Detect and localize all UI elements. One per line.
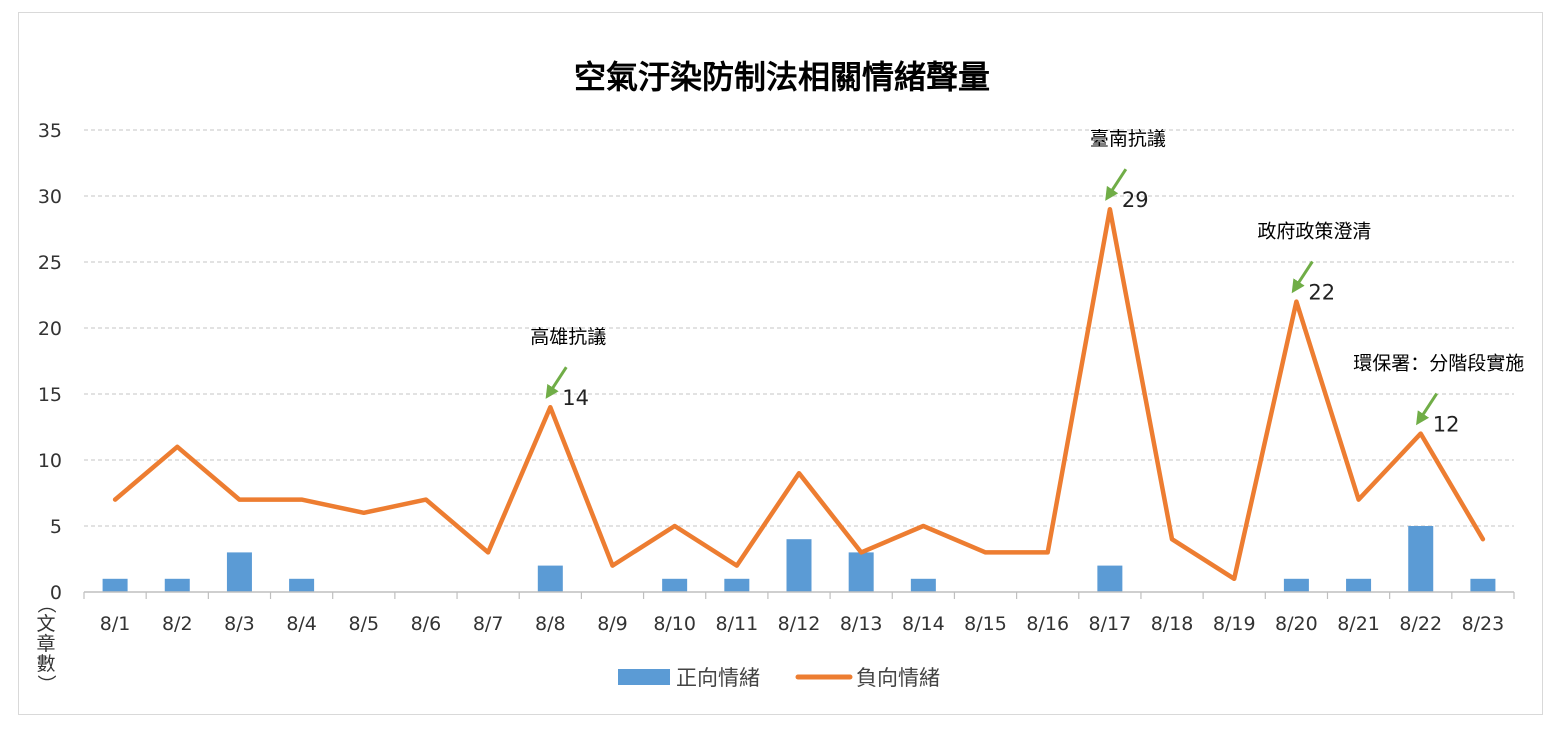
x-tick-label: 8/18 [1151, 613, 1194, 635]
x-tick-label: 8/3 [224, 613, 255, 635]
data-label: 29 [1122, 188, 1149, 212]
bar-positive [910, 578, 936, 592]
x-tick-label: 8/19 [1213, 613, 1256, 635]
legend-swatch-positive [618, 669, 670, 685]
annotation-arrow [1105, 168, 1128, 201]
annotation-arrow [1291, 260, 1314, 294]
x-tick-label: 8/15 [964, 613, 1007, 635]
y-axis-label-char: 文 [36, 613, 55, 635]
y-tick-label: 25 [38, 252, 62, 274]
x-tick-label: 8/13 [840, 613, 883, 635]
legend: 正向情緒 負向情緒 [618, 666, 940, 690]
y-tick-label: 30 [38, 186, 62, 208]
annotation-arrow [1416, 392, 1438, 426]
y-tick-label: 15 [38, 384, 62, 406]
x-tick-label: 8/11 [715, 613, 758, 635]
y-axis-label-char: ） [35, 674, 57, 693]
gridlines [84, 129, 1514, 527]
bar-series [102, 526, 1496, 592]
bar-positive [102, 578, 128, 592]
legend-label-negative: 負向情緒 [856, 666, 940, 690]
x-tick-label: 8/10 [653, 613, 696, 635]
annotations: 14 高雄抗議 29 臺南抗議 22 政府政策澄清 12 環保署：分階段實施 [530, 128, 1524, 436]
x-tick-label: 8/9 [597, 613, 628, 635]
x-tick-label: 8/20 [1275, 613, 1318, 635]
bar-positive [786, 539, 812, 592]
y-tick-label: 5 [50, 516, 62, 538]
y-axis-label-char: （ [35, 594, 57, 613]
bar-positive [1346, 578, 1372, 592]
bar-positive [1470, 578, 1496, 592]
bar-positive [537, 565, 563, 592]
x-tick-label: 8/17 [1089, 613, 1132, 635]
y-tick-label: 0 [50, 582, 62, 604]
x-axis: 8/1 8/2 8/3 8/4 8/5 8/6 8/7 8/8 8/9 8/10 8/11 8/12 8… [83, 591, 1515, 635]
x-tick-label: 8/16 [1026, 613, 1069, 635]
legend-label-positive: 正向情緒 [676, 666, 760, 690]
line-series [112, 206, 1486, 582]
bar-positive [848, 552, 874, 592]
bar-positive [226, 552, 252, 592]
annotation-text: 高雄抗議 [530, 326, 606, 348]
data-label: 12 [1433, 413, 1460, 437]
bar-positive [289, 578, 315, 592]
annotation-text: 環保署：分階段實施 [1353, 353, 1524, 375]
bar-positive [1283, 578, 1309, 592]
x-tick-label: 8/8 [535, 613, 566, 635]
y-axis-ticks: 0 5 10 15 20 25 30 35 [38, 120, 62, 604]
annotation-text: 臺南抗議 [1090, 128, 1166, 150]
chart-title: 空氣汙染防制法相關情緒聲量 [574, 58, 990, 96]
bar-positive [164, 578, 190, 592]
data-label: 14 [562, 386, 589, 410]
x-tick-label: 8/12 [778, 613, 821, 635]
x-tick-label: 8/7 [473, 613, 504, 635]
x-tick-label: 8/5 [348, 613, 379, 635]
annotation-arrow [545, 366, 568, 399]
x-tick-label: 8/22 [1399, 613, 1442, 635]
x-tick-label: 8/4 [286, 613, 317, 635]
bar-positive [1097, 565, 1123, 592]
chart-frame [18, 12, 1543, 715]
x-tick-label: 8/6 [411, 613, 442, 635]
y-tick-label: 10 [38, 450, 62, 472]
y-tick-label: 20 [38, 318, 62, 340]
y-tick-label: 35 [38, 120, 62, 142]
y-axis-label-char: 章 [36, 633, 55, 655]
bar-positive [724, 578, 750, 592]
data-label: 22 [1308, 281, 1335, 305]
bar-positive [662, 578, 688, 592]
x-tick-label: 8/1 [100, 613, 131, 635]
bar-positive [1408, 526, 1434, 592]
x-tick-label: 8/14 [902, 613, 945, 635]
y-axis-label-char: 數 [36, 653, 55, 675]
y-axis-label: （文章數） [35, 594, 57, 693]
annotation-text: 政府政策澄清 [1257, 221, 1371, 243]
x-tick-label: 8/21 [1337, 613, 1380, 635]
x-tick-label: 8/23 [1462, 613, 1505, 635]
x-tick-label: 8/2 [162, 613, 193, 635]
